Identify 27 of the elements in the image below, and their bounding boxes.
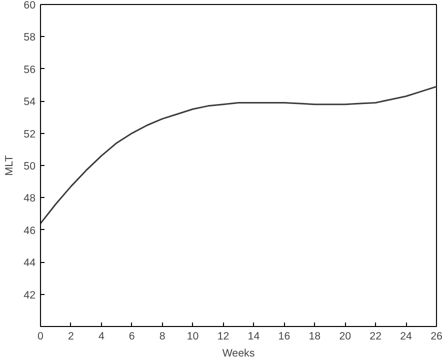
x-tick-label: 8: [159, 330, 166, 342]
y-tick-label: 50: [24, 160, 36, 172]
y-tick-label: 48: [24, 192, 36, 205]
line-series: [40, 86, 436, 224]
y-tick-label: 46: [24, 224, 36, 237]
x-tick-label: 18: [308, 330, 321, 342]
y-axis-title: MLT: [4, 154, 16, 176]
x-tick-label: 12: [217, 330, 230, 342]
x-tick-label: 2: [68, 330, 74, 342]
x-axis-title: Weeks: [222, 348, 255, 360]
y-tick-label: 44: [24, 257, 36, 270]
x-tick-label: 14: [248, 330, 260, 342]
x-tick-label: 24: [400, 330, 412, 342]
y-tick-label: 54: [24, 96, 36, 108]
y-tick-label: 52: [24, 128, 36, 140]
x-tick-label: 6: [128, 330, 135, 342]
x-tick-label: 26: [430, 330, 442, 342]
x-tick-label: 16: [278, 330, 290, 342]
x-tick-label: 22: [370, 330, 382, 342]
x-tick-label: 0: [38, 330, 44, 342]
y-tick-label: 58: [24, 32, 36, 44]
y-tick-label: 56: [24, 64, 36, 76]
y-tick-label: 60: [24, 0, 36, 12]
x-tick-label: 10: [186, 330, 199, 342]
x-tick-label: 4: [98, 330, 104, 342]
y-tick-label: 42: [24, 289, 36, 302]
x-tick-label: 20: [339, 330, 352, 342]
